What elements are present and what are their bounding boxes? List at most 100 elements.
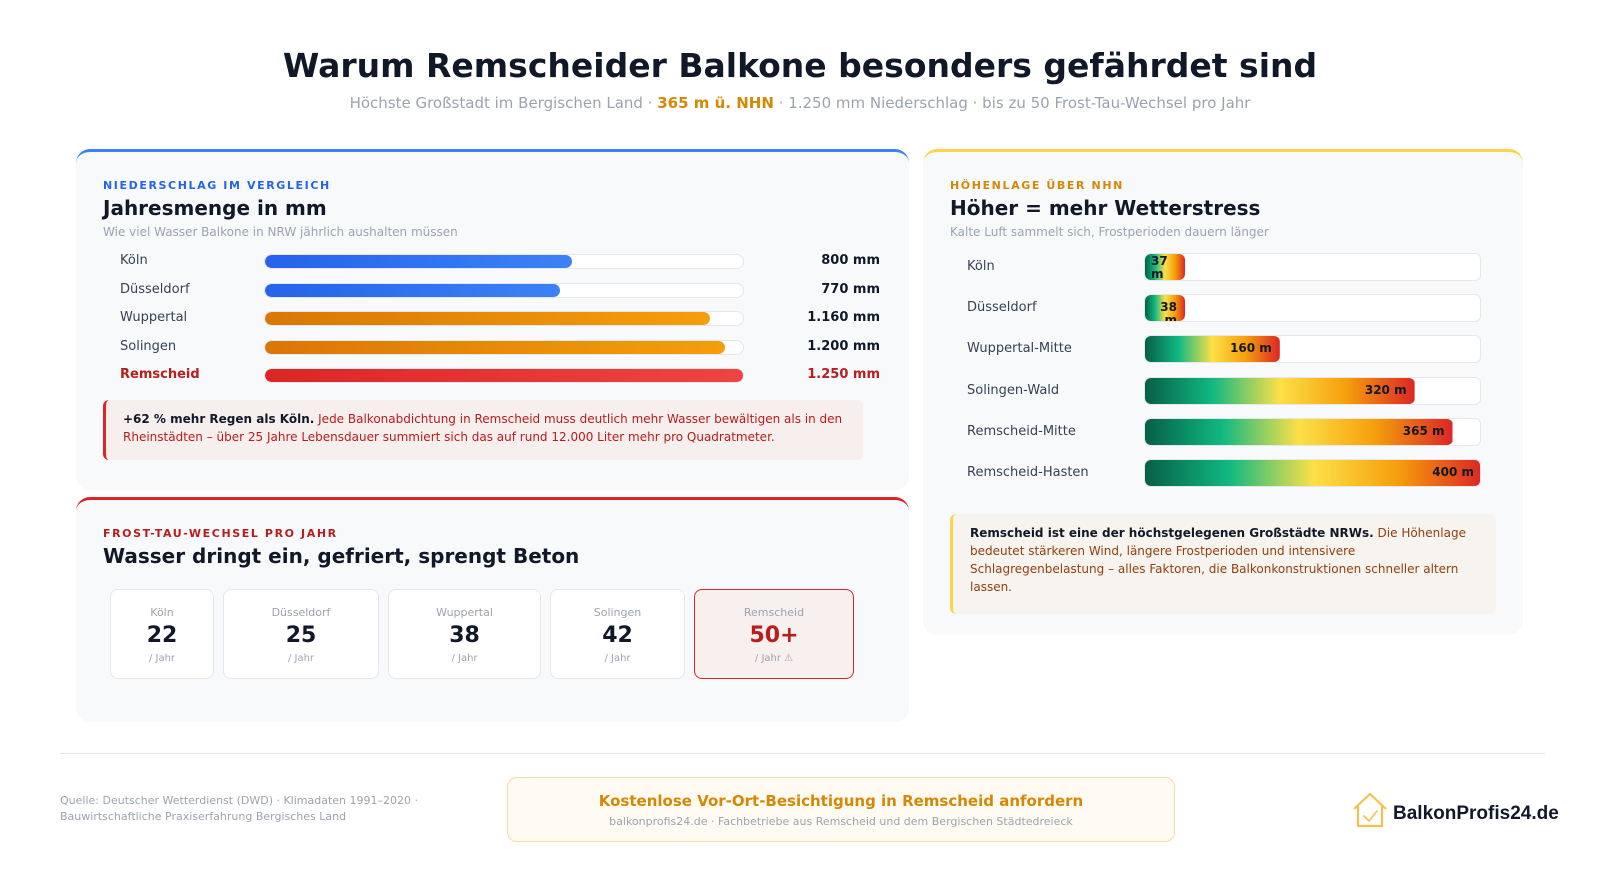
height-bar-track: 400 m	[1144, 459, 1481, 487]
cta-banner[interactable]: Kostenlose Vor-Ort-Besichtigung in Remsc…	[507, 777, 1175, 842]
frost-value: 25	[285, 623, 317, 648]
rain-bar	[265, 255, 572, 268]
height-bar: 320 m	[1145, 377, 1415, 404]
height-note: Remscheid ist eine der höchstgelegenen G…	[950, 514, 1496, 614]
rain-bar-label: Düsseldorf	[120, 281, 190, 297]
rain-bar-row: Düsseldorf 770 mm	[120, 281, 880, 301]
footer-divider	[60, 753, 1545, 754]
height-bar-track: 38 m	[1144, 294, 1481, 323]
rain-note-text: Jede Balkonabdichtung in Remscheid muss …	[123, 412, 843, 444]
rain-bar-value: 800 mm	[821, 253, 880, 268]
height-bar-row: Düsseldorf 38 m	[967, 294, 1487, 323]
height-bar-label: Remscheid-Mitte	[967, 423, 1076, 439]
brand-logo[interactable]: BalkonProfis24.de	[1351, 789, 1559, 829]
rain-bar-track	[264, 282, 744, 298]
height-bar-label: Solingen-Wald	[967, 382, 1060, 398]
rain-bar-row: Wuppertal 1.160 mm	[120, 309, 880, 329]
frost-value: 50+	[749, 623, 799, 648]
rain-bar-track	[264, 311, 744, 326]
frost-unit-label: / Jahr	[148, 653, 176, 664]
height-note-text: Die Höhenlage bedeutet stärkeren Wind, l…	[970, 526, 1466, 594]
house-check-icon	[1353, 792, 1387, 828]
height-bar-value: 37 m	[1151, 254, 1168, 281]
rain-bar-value: 1.250 mm	[807, 367, 880, 382]
height-bar-value: 365 m	[1402, 423, 1445, 438]
rain-card: NIEDERSCHLAG IM VERGLEICH Jahresmenge in…	[76, 149, 909, 490]
height-bar-label: Wuppertal-Mitte	[967, 341, 1072, 357]
rain-bar-track	[264, 339, 744, 355]
height-bar-value: 160 m	[1230, 341, 1272, 356]
rain-bar-value: 1.160 mm	[807, 310, 880, 325]
height-bar-track: 160 m	[1144, 335, 1481, 364]
height-sub: Kalte Luft sammelt sich, Frostperioden d…	[950, 225, 1269, 239]
height-bar-track: 37 m	[1144, 253, 1481, 281]
height-bar-value: 320 m	[1364, 382, 1407, 397]
rain-bar	[265, 369, 743, 382]
page-title: Warum Remscheider Balkone besonders gefä…	[282, 46, 1318, 85]
logo-text: BalkonProfis24.de	[1393, 803, 1559, 824]
frost-stat-box: Remscheid 50+ / Jahr ⚠	[694, 589, 854, 679]
frost-card: FROST-TAU-WECHSEL PRO JAHR Wasser dringt…	[76, 497, 909, 722]
height-bar-value: 400 m	[1432, 465, 1474, 479]
subtitle-pre: Höchste Großstadt im Bergischen Land ·	[349, 94, 658, 112]
frost-city-label: Solingen	[593, 606, 642, 619]
height-bar-row: Remscheid-Mitte 365 m	[967, 417, 1487, 446]
height-bar: 160 m	[1145, 336, 1280, 363]
rain-bar-value: 1.200 mm	[807, 338, 880, 354]
frost-city-label: Remscheid	[743, 606, 805, 619]
height-bar-row: Solingen-Wald 320 m	[967, 376, 1487, 405]
rain-bar	[265, 312, 710, 325]
frost-value: 38	[449, 623, 480, 648]
height-bar-track: 320 m	[1144, 376, 1481, 405]
rain-bar-track	[264, 254, 744, 269]
frost-value: 22	[146, 623, 178, 648]
height-bar: 37 m	[1145, 254, 1185, 280]
rain-note: +62 % mehr Regen als Köln. Jede Balkonab…	[103, 400, 863, 460]
source-note: Quelle: Deutscher Wetterdienst (DWD) · K…	[60, 793, 440, 825]
height-bar-value: 38 m	[1160, 300, 1177, 323]
height-heading: Höher = mehr Wetterstress	[950, 196, 1261, 220]
source-line-1: Quelle: Deutscher Wetterdienst (DWD) · K…	[60, 794, 419, 807]
source-line-2: Bauwirtschaftliche Praxiserfahrung Bergi…	[60, 810, 347, 823]
height-bar: 38 m	[1145, 295, 1185, 323]
frost-unit-label: / Jahr	[604, 653, 631, 664]
height-bar-label: Köln	[967, 259, 995, 274]
frost-city-label: Düsseldorf	[271, 606, 331, 619]
frost-eyebrow: FROST-TAU-WECHSEL PRO JAHR	[103, 527, 338, 540]
frost-city-label: Köln	[150, 606, 174, 619]
rain-heading: Jahresmenge in mm	[103, 196, 327, 220]
frost-unit-label: / Jahr ⚠	[754, 653, 794, 664]
height-bar-row: Wuppertal-Mitte 160 m	[967, 335, 1487, 364]
rain-note-bold: +62 % mehr Regen als Köln.	[123, 412, 315, 426]
rain-bar-row: Köln 800 mm	[120, 252, 880, 272]
rain-sub: Wie viel Wasser Balkone in NRW jährlich …	[103, 225, 458, 239]
height-bar-label: Remscheid-Hasten	[967, 465, 1089, 480]
height-bar-row: Köln 37 m	[967, 253, 1487, 281]
rain-bar-label: Solingen	[120, 338, 177, 354]
frost-city-label: Wuppertal	[436, 606, 493, 619]
frost-stat-box: Düsseldorf 25 / Jahr	[223, 589, 379, 679]
height-note-bold: Remscheid ist eine der höchstgelegenen G…	[970, 526, 1374, 540]
frost-stat-box: Köln 22 / Jahr	[110, 589, 214, 679]
subtitle-highlight: 365 m ü. NHN	[657, 94, 774, 112]
rain-bar-track	[264, 368, 744, 383]
height-card: HÖHENLAGE ÜBER NHN Höher = mehr Wetterst…	[923, 149, 1523, 635]
height-bar: 400 m	[1145, 460, 1480, 486]
height-bar-track: 365 m	[1144, 417, 1481, 446]
frost-unit-label: / Jahr	[287, 653, 315, 664]
cta-sub: balkonprofis24.de · Fachbetriebe aus Rem…	[609, 815, 1073, 828]
height-bar-row: Remscheid-Hasten 400 m	[967, 459, 1487, 487]
frost-heading: Wasser dringt ein, gefriert, sprengt Bet…	[103, 544, 580, 568]
cta-title[interactable]: Kostenlose Vor-Ort-Besichtigung in Remsc…	[598, 792, 1084, 810]
frost-stat-box: Solingen 42 / Jahr	[550, 589, 685, 679]
subtitle-post: · 1.250 mm Niederschlag · bis zu 50 Fros…	[773, 94, 1251, 112]
page-subtitle: Höchste Großstadt im Bergischen Land · 3…	[0, 94, 1600, 112]
rain-eyebrow: NIEDERSCHLAG IM VERGLEICH	[103, 179, 331, 192]
height-bar-label: Düsseldorf	[967, 300, 1037, 316]
rain-bar-label: Köln	[120, 253, 148, 268]
rain-bar	[265, 340, 726, 354]
frost-unit-label: / Jahr	[451, 653, 478, 664]
rain-bar-row: Solingen 1.200 mm	[120, 338, 880, 358]
height-eyebrow: HÖHENLAGE ÜBER NHN	[950, 179, 1124, 192]
rain-bar-label: Wuppertal	[120, 310, 188, 325]
